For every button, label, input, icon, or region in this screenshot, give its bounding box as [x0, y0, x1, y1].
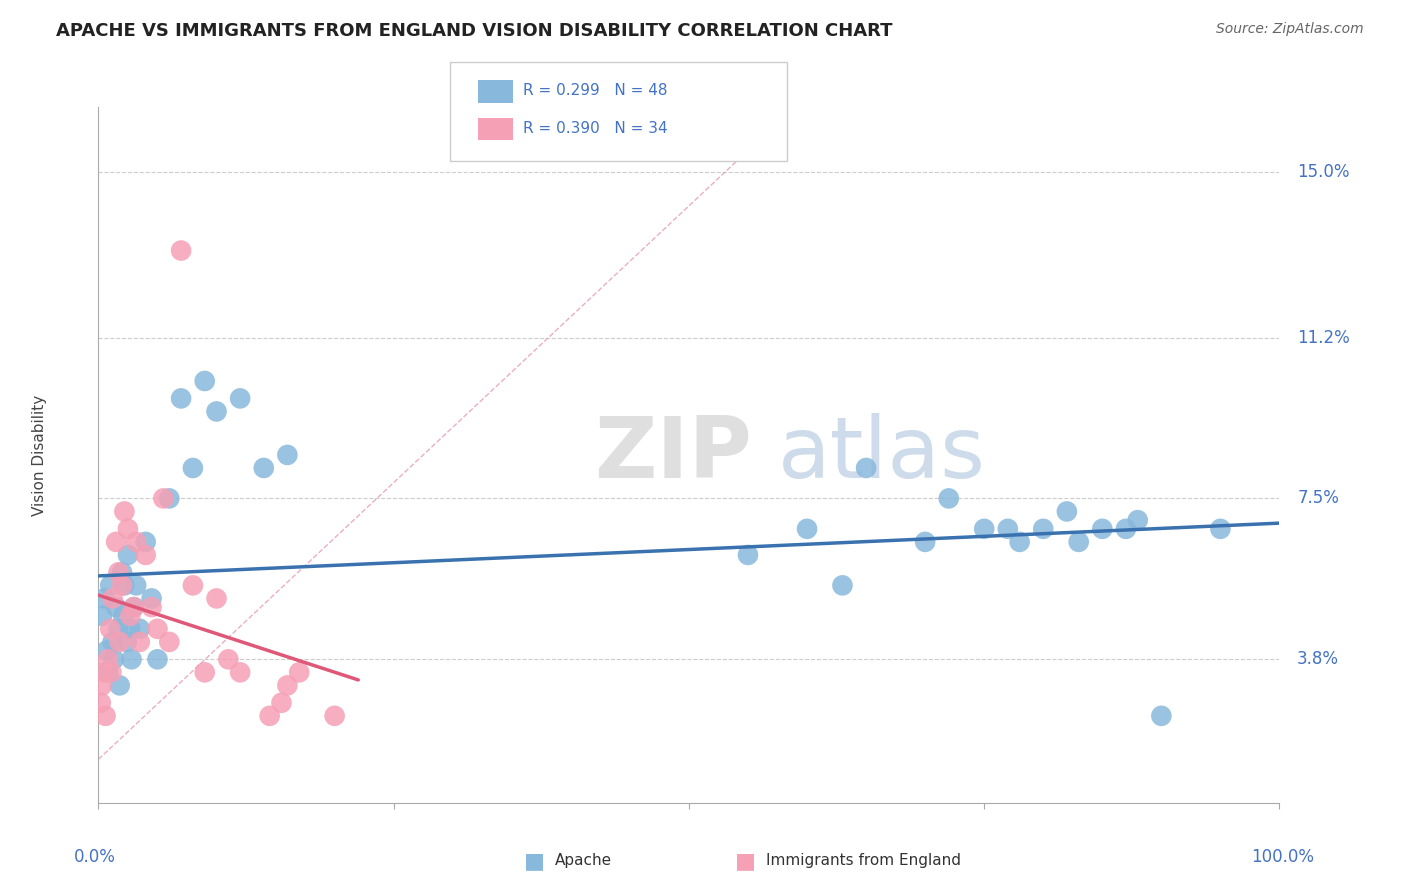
- Point: [276, 678, 298, 692]
- Point: [112, 504, 135, 518]
- Text: 7.5%: 7.5%: [1298, 490, 1339, 508]
- Point: [217, 652, 239, 666]
- Point: [97, 652, 120, 666]
- Point: [796, 522, 818, 536]
- Point: [205, 591, 228, 606]
- Text: 3.8%: 3.8%: [1298, 650, 1339, 668]
- Point: [141, 591, 163, 606]
- Text: 0.0%: 0.0%: [75, 848, 115, 866]
- Point: [128, 622, 150, 636]
- Point: [101, 635, 124, 649]
- Point: [122, 600, 145, 615]
- Text: Immigrants from England: Immigrants from England: [766, 854, 962, 868]
- Point: [737, 548, 759, 562]
- Point: [135, 548, 157, 562]
- Point: [98, 622, 121, 636]
- Point: [96, 643, 118, 657]
- Point: [91, 678, 114, 692]
- Point: [120, 608, 142, 623]
- Point: [205, 404, 228, 418]
- Text: ZIP: ZIP: [595, 413, 752, 497]
- Text: 100.0%: 100.0%: [1251, 848, 1315, 866]
- Point: [1150, 708, 1173, 723]
- Point: [91, 608, 114, 623]
- Point: [105, 534, 128, 549]
- Text: 15.0%: 15.0%: [1298, 163, 1350, 181]
- Point: [276, 448, 298, 462]
- Point: [122, 600, 145, 615]
- Point: [938, 491, 960, 506]
- Point: [101, 591, 124, 606]
- Text: 11.2%: 11.2%: [1298, 328, 1350, 346]
- Text: R = 0.390   N = 34: R = 0.390 N = 34: [523, 121, 668, 136]
- Point: [121, 652, 143, 666]
- Point: [1067, 534, 1090, 549]
- Point: [108, 635, 131, 649]
- Point: [170, 392, 193, 406]
- Point: [253, 461, 276, 475]
- Point: [855, 461, 877, 475]
- Point: [117, 548, 139, 562]
- Point: [100, 665, 122, 680]
- Text: Source: ZipAtlas.com: Source: ZipAtlas.com: [1216, 22, 1364, 37]
- Point: [157, 491, 180, 506]
- Point: [973, 522, 995, 536]
- Point: [125, 534, 148, 549]
- Point: [1115, 522, 1137, 536]
- Point: [914, 534, 936, 549]
- Point: [111, 578, 134, 592]
- Text: ■: ■: [735, 851, 755, 871]
- Point: [128, 635, 150, 649]
- Point: [112, 608, 135, 623]
- Point: [997, 522, 1019, 536]
- Text: Apache: Apache: [555, 854, 613, 868]
- Point: [1126, 513, 1149, 527]
- Point: [1008, 534, 1031, 549]
- Text: atlas: atlas: [778, 413, 986, 497]
- Point: [108, 678, 131, 692]
- Point: [146, 652, 169, 666]
- Text: ■: ■: [524, 851, 544, 871]
- Point: [112, 578, 135, 592]
- Point: [107, 566, 129, 580]
- Point: [229, 392, 252, 406]
- Point: [146, 622, 169, 636]
- Point: [120, 622, 142, 636]
- Point: [117, 522, 139, 536]
- Point: [107, 622, 129, 636]
- Point: [90, 696, 112, 710]
- Point: [1091, 522, 1114, 536]
- Point: [94, 708, 117, 723]
- Point: [194, 665, 217, 680]
- Point: [1032, 522, 1054, 536]
- Point: [170, 244, 193, 258]
- Point: [97, 665, 120, 680]
- Point: [93, 591, 115, 606]
- Point: [288, 665, 311, 680]
- Point: [181, 461, 204, 475]
- Point: [259, 708, 281, 723]
- Point: [181, 578, 204, 592]
- Point: [229, 665, 252, 680]
- Point: [141, 600, 163, 615]
- Text: Vision Disability: Vision Disability: [32, 394, 46, 516]
- Point: [157, 635, 180, 649]
- Point: [135, 534, 157, 549]
- Text: R = 0.299   N = 48: R = 0.299 N = 48: [523, 84, 668, 98]
- Point: [125, 578, 148, 592]
- Point: [105, 600, 128, 615]
- Point: [93, 665, 115, 680]
- Point: [111, 566, 134, 580]
- Point: [98, 578, 121, 592]
- Point: [103, 652, 125, 666]
- Point: [831, 578, 853, 592]
- Point: [1056, 504, 1078, 518]
- Point: [270, 696, 292, 710]
- Text: APACHE VS IMMIGRANTS FROM ENGLAND VISION DISABILITY CORRELATION CHART: APACHE VS IMMIGRANTS FROM ENGLAND VISION…: [56, 22, 893, 40]
- Point: [323, 708, 346, 723]
- Point: [194, 374, 217, 388]
- Point: [152, 491, 174, 506]
- Point: [115, 635, 138, 649]
- Point: [1209, 522, 1232, 536]
